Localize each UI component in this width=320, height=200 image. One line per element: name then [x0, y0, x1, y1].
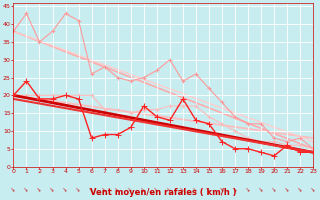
Text: ↓: ↓	[127, 186, 134, 193]
Text: ↓: ↓	[284, 186, 291, 193]
Text: ↓: ↓	[219, 186, 225, 193]
Text: ↓: ↓	[10, 186, 17, 193]
Text: ↓: ↓	[166, 186, 173, 193]
Text: ↓: ↓	[245, 186, 252, 193]
Text: ↓: ↓	[36, 186, 43, 193]
Text: ↓: ↓	[23, 186, 30, 193]
Text: ↓: ↓	[114, 186, 121, 193]
Text: ↓: ↓	[271, 186, 277, 193]
Text: ↓: ↓	[75, 186, 82, 193]
Text: ↓: ↓	[62, 186, 69, 193]
Text: ↓: ↓	[180, 186, 186, 193]
Text: ↓: ↓	[232, 186, 238, 193]
Text: ↓: ↓	[88, 186, 95, 193]
Text: ↓: ↓	[310, 186, 316, 193]
Text: ↓: ↓	[297, 186, 304, 193]
Text: ↓: ↓	[205, 186, 212, 193]
Text: ↓: ↓	[153, 186, 160, 193]
Text: ↓: ↓	[101, 186, 108, 193]
Text: ↓: ↓	[193, 186, 199, 193]
X-axis label: Vent moyen/en rafales ( km/h ): Vent moyen/en rafales ( km/h )	[90, 188, 236, 197]
Text: ↓: ↓	[258, 186, 265, 193]
Text: ↓: ↓	[140, 186, 147, 193]
Text: ↓: ↓	[49, 186, 56, 193]
